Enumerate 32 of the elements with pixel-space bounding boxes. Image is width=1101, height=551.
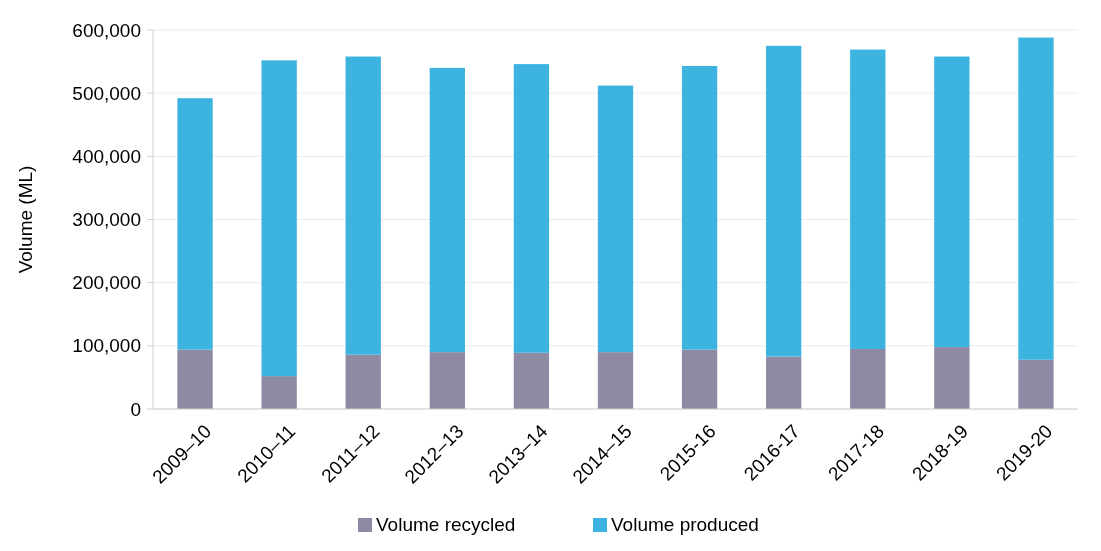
bar <box>513 64 550 353</box>
y-axis-title: Volume (ML) <box>15 165 36 274</box>
bar <box>177 349 213 409</box>
bar <box>850 49 886 349</box>
bar <box>597 352 634 409</box>
y-tick-label: 500,000 <box>72 82 141 104</box>
bar <box>261 60 297 377</box>
y-tick-label: 600,000 <box>72 19 141 41</box>
bar <box>766 356 802 409</box>
bar <box>345 354 381 409</box>
y-tick-label: 400,000 <box>72 145 141 167</box>
legend-label: Volume recycled <box>376 514 516 535</box>
bar <box>934 347 970 409</box>
bar <box>1018 359 1054 409</box>
y-tick-label: 300,000 <box>72 209 141 231</box>
bar <box>934 56 970 348</box>
y-tick-label: 0 <box>130 398 141 420</box>
bar <box>597 85 634 353</box>
bar <box>261 376 297 409</box>
bar <box>177 98 213 350</box>
bar <box>681 349 718 409</box>
y-tick-label: 200,000 <box>72 272 141 294</box>
bar <box>681 66 718 350</box>
legend-label: Volume produced <box>611 514 759 535</box>
y-tick-label: 100,000 <box>72 335 141 357</box>
bar <box>429 67 465 353</box>
bar <box>766 45 802 357</box>
bar <box>345 56 381 355</box>
bar <box>513 352 550 409</box>
bar <box>1018 37 1054 360</box>
bar <box>850 348 886 409</box>
bar <box>429 352 465 409</box>
